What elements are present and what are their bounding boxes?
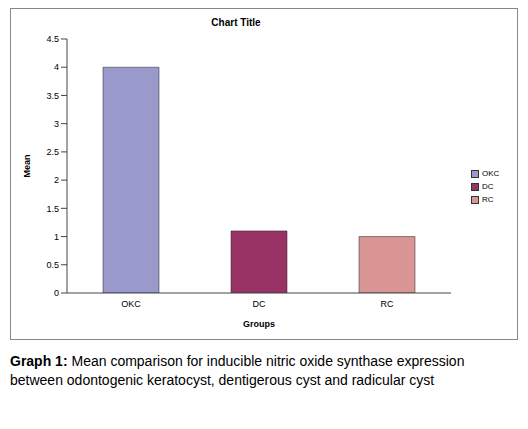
svg-text:RC: RC — [381, 299, 394, 309]
svg-text:2.5: 2.5 — [46, 147, 59, 157]
svg-text:4: 4 — [54, 62, 59, 72]
svg-text:DC: DC — [253, 299, 266, 309]
svg-text:0.5: 0.5 — [46, 260, 59, 270]
svg-text:1.5: 1.5 — [46, 204, 59, 214]
html-text:OKC: OKC — [482, 169, 500, 178]
html-text:DC: DC — [482, 182, 494, 191]
html-text:Graph 1: Mean comparison for i: Graph 1: Mean comparison for inducible n… — [10, 353, 465, 388]
html-text:Chart Title: Chart Title — [211, 17, 261, 28]
svg-text:3: 3 — [54, 119, 59, 129]
svg-text:3.5: 3.5 — [46, 91, 59, 101]
svg-text:OKC: OKC — [121, 299, 141, 309]
html-text:RC: RC — [482, 195, 494, 204]
svg-text:Groups: Groups — [243, 319, 275, 329]
svg-text:2: 2 — [54, 175, 59, 185]
svg-text:4.5: 4.5 — [46, 34, 59, 44]
svg-text:Mean: Mean — [22, 154, 32, 177]
svg-text:1: 1 — [54, 232, 59, 242]
svg-text:0: 0 — [54, 288, 59, 298]
